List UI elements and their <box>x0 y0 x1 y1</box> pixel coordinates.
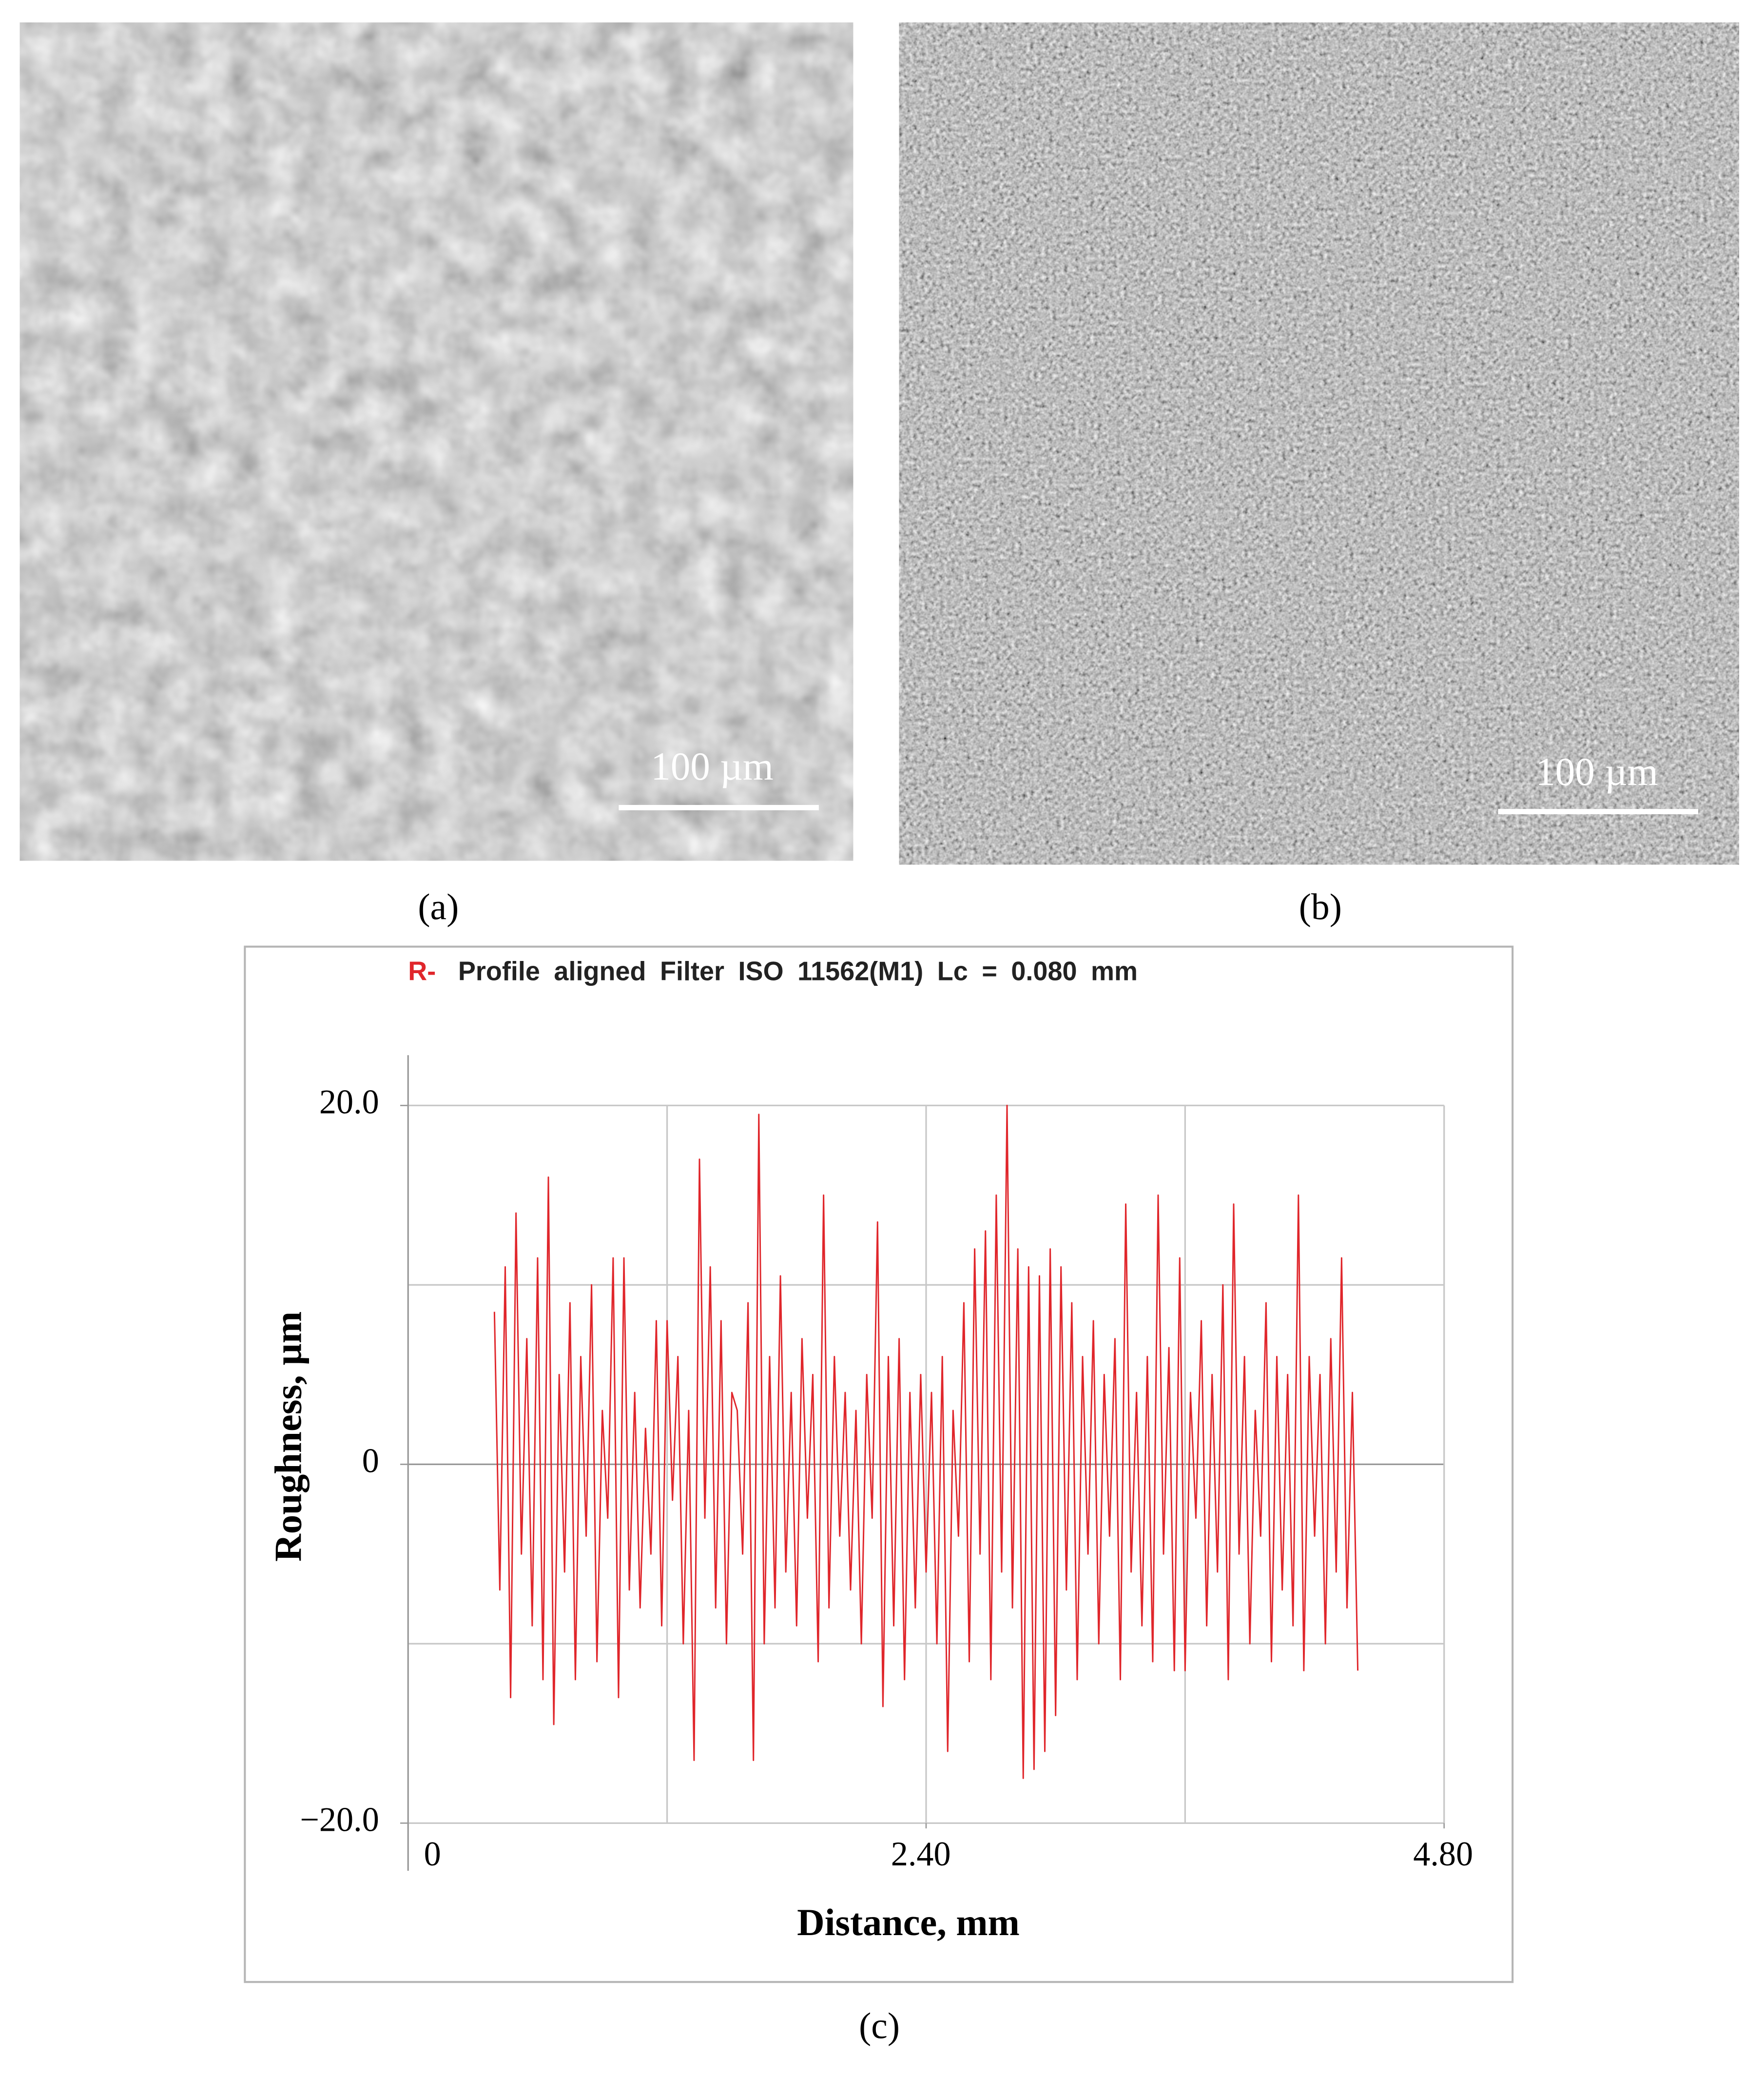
scale-bar-label: 100 µm <box>1535 750 1658 794</box>
y-axis-label: Roughness, µm <box>267 1312 310 1562</box>
x-axis-label: Distance, mm <box>797 1901 1020 1943</box>
panel-label: (c) <box>859 2005 900 2046</box>
sem-image <box>899 22 1739 865</box>
chart-title: Profile aligned Filter ISO 11562(M1) Lc … <box>458 957 1138 986</box>
panel-label: (a) <box>418 887 459 928</box>
panel-label: (b) <box>1299 887 1342 928</box>
x-tick-label: 4.80 <box>1413 1835 1473 1873</box>
y-tick-label: 20.0 <box>319 1083 379 1121</box>
scale-bar-label: 100 µm <box>651 744 773 788</box>
y-tick-label: −20.0 <box>300 1801 379 1839</box>
chart-frame <box>244 945 1514 1983</box>
chart-title-prefix: R- <box>408 957 436 986</box>
x-tick-label: 0 <box>424 1835 441 1873</box>
sem-image <box>19 22 853 861</box>
y-tick-label: 0 <box>362 1442 379 1480</box>
plot-area: −20.0 0 20.0 0 2.40 4.80 <box>300 1055 1473 1873</box>
profile-line <box>493 1104 1359 1779</box>
x-tick-label: 2.40 <box>891 1835 951 1873</box>
